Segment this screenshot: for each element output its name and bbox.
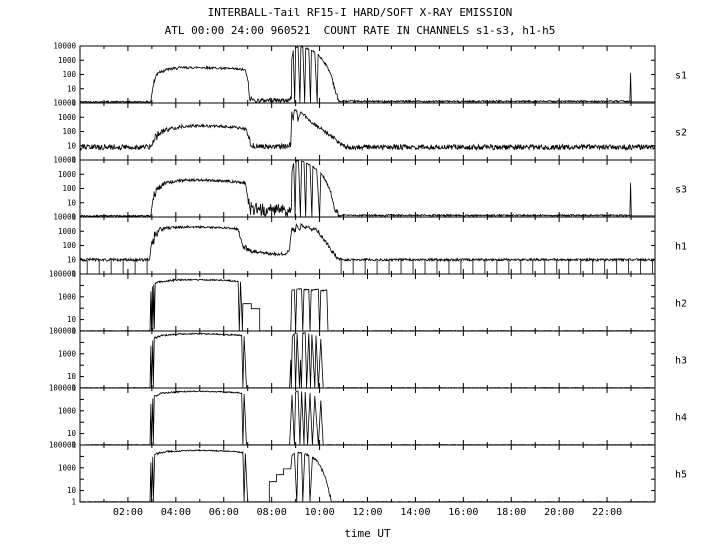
svg-text:10: 10 xyxy=(67,198,77,207)
svg-text:20:00: 20:00 xyxy=(544,507,574,518)
svg-text:1: 1 xyxy=(71,327,76,336)
svg-text:1000: 1000 xyxy=(58,56,77,65)
svg-text:12:00: 12:00 xyxy=(352,507,382,518)
svg-text:1: 1 xyxy=(71,384,76,393)
svg-text:h5: h5 xyxy=(675,470,687,481)
svg-text:1000: 1000 xyxy=(58,349,77,358)
chart-subtitle: ATL 00:00 24:00 960521 COUNT RATE IN CHA… xyxy=(164,24,556,37)
svg-text:06:00: 06:00 xyxy=(209,507,239,518)
svg-text:100000: 100000 xyxy=(49,270,77,279)
svg-text:22:00: 22:00 xyxy=(592,507,622,518)
svg-text:h4: h4 xyxy=(675,413,687,424)
svg-text:1000: 1000 xyxy=(58,406,77,415)
svg-text:100000: 100000 xyxy=(49,441,77,450)
svg-text:1000: 1000 xyxy=(58,113,77,122)
svg-text:h2: h2 xyxy=(675,299,687,310)
svg-text:100: 100 xyxy=(62,184,76,193)
svg-text:10: 10 xyxy=(67,141,77,150)
svg-text:h3: h3 xyxy=(675,356,687,367)
svg-text:100: 100 xyxy=(62,241,76,250)
svg-text:1000: 1000 xyxy=(58,463,77,472)
svg-text:02:00: 02:00 xyxy=(113,507,143,518)
svg-text:1000: 1000 xyxy=(58,170,77,179)
svg-text:18:00: 18:00 xyxy=(496,507,526,518)
x-axis-label: time UT xyxy=(344,527,391,540)
svg-text:10000: 10000 xyxy=(53,99,76,108)
chart-title: INTERBALL-Tail RF15-I HARD/SOFT X-RAY EM… xyxy=(207,6,513,19)
svg-text:10: 10 xyxy=(67,486,77,495)
svg-text:100000: 100000 xyxy=(49,384,77,393)
svg-text:10:00: 10:00 xyxy=(305,507,335,518)
svg-text:1: 1 xyxy=(71,270,76,279)
svg-text:h1: h1 xyxy=(675,242,687,253)
svg-text:16:00: 16:00 xyxy=(448,507,478,518)
svg-text:1: 1 xyxy=(71,498,76,507)
svg-text:s2: s2 xyxy=(675,128,687,139)
svg-text:10000: 10000 xyxy=(53,156,76,165)
svg-text:100000: 100000 xyxy=(49,327,77,336)
svg-text:04:00: 04:00 xyxy=(161,507,191,518)
svg-text:10: 10 xyxy=(67,84,77,93)
svg-text:08:00: 08:00 xyxy=(257,507,287,518)
svg-text:10000: 10000 xyxy=(53,213,76,222)
svg-text:s1: s1 xyxy=(675,71,687,82)
svg-text:10: 10 xyxy=(67,372,77,381)
svg-text:100: 100 xyxy=(62,70,76,79)
svg-text:1: 1 xyxy=(71,156,76,165)
svg-text:10000: 10000 xyxy=(53,42,76,51)
svg-text:10: 10 xyxy=(67,255,77,264)
svg-text:s3: s3 xyxy=(675,185,687,196)
svg-text:1000: 1000 xyxy=(58,227,77,236)
svg-text:14:00: 14:00 xyxy=(400,507,430,518)
svg-text:100: 100 xyxy=(62,127,76,136)
svg-text:10: 10 xyxy=(67,315,77,324)
svg-text:1: 1 xyxy=(71,213,76,222)
svg-text:10: 10 xyxy=(67,429,77,438)
svg-text:1000: 1000 xyxy=(58,292,77,301)
svg-text:1: 1 xyxy=(71,99,76,108)
svg-text:1: 1 xyxy=(71,441,76,450)
